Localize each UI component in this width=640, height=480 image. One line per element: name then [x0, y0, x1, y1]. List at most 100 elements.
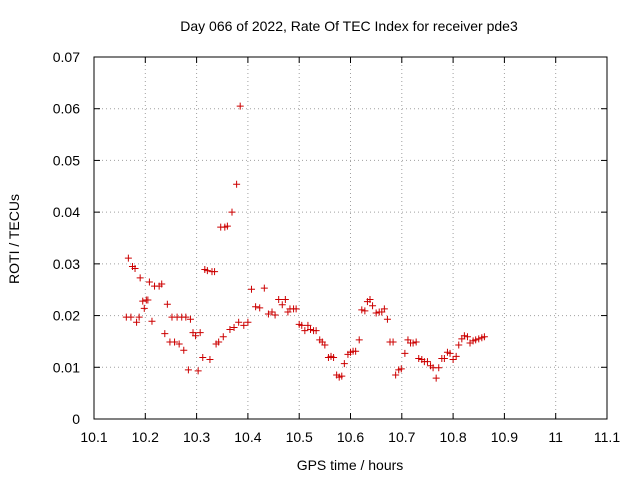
data-points — [122, 102, 488, 382]
data-point — [306, 326, 314, 334]
data-point — [435, 364, 443, 372]
data-point — [252, 303, 260, 311]
data-point — [355, 336, 363, 344]
data-point — [230, 323, 238, 331]
data-point — [228, 208, 236, 216]
data-point — [301, 327, 309, 335]
data-point — [124, 254, 132, 262]
data-point — [260, 284, 268, 292]
data-point — [278, 301, 286, 309]
data-point — [233, 180, 241, 188]
data-point — [196, 329, 204, 337]
data-point — [182, 313, 190, 321]
data-point — [446, 349, 454, 357]
data-point — [383, 315, 391, 323]
x-tick-label: 10.3 — [183, 429, 210, 445]
data-point — [161, 330, 169, 338]
data-point — [186, 315, 194, 323]
data-point — [256, 304, 264, 312]
x-tick-label: 10.9 — [491, 429, 518, 445]
data-point — [199, 353, 207, 361]
data-point — [175, 340, 183, 348]
data-point — [281, 296, 289, 304]
x-tick-label: 10.7 — [388, 429, 415, 445]
data-point — [180, 346, 188, 354]
data-point — [366, 296, 374, 304]
data-point — [145, 278, 153, 286]
y-tick-label: 0.02 — [53, 308, 80, 324]
axis-ticks — [93, 56, 608, 420]
data-point — [226, 326, 234, 334]
data-point — [206, 356, 214, 364]
chart-title: Day 066 of 2022, Rate Of TEC Index for r… — [180, 18, 518, 34]
data-point — [244, 318, 252, 326]
data-point — [292, 305, 300, 313]
data-point — [369, 302, 377, 310]
y-tick-label: 0.06 — [53, 101, 80, 117]
data-point — [449, 356, 457, 364]
data-point — [203, 267, 211, 275]
data-point — [264, 310, 272, 318]
data-point — [361, 307, 369, 315]
data-point — [423, 358, 431, 366]
data-point — [338, 372, 346, 380]
data-point — [455, 341, 463, 349]
y-tick-label: 0.07 — [53, 49, 80, 65]
x-tick-label: 10.8 — [439, 429, 466, 445]
y-tick-label: 0.01 — [53, 359, 80, 375]
data-point — [401, 349, 409, 357]
data-point — [215, 338, 223, 346]
x-tick-label: 10.1 — [80, 429, 107, 445]
data-point — [415, 354, 423, 362]
data-point — [247, 285, 255, 293]
data-point — [358, 306, 366, 314]
data-point — [321, 341, 329, 349]
data-point — [440, 354, 448, 362]
data-point — [397, 365, 405, 373]
x-tick-label: 11.1 — [594, 429, 620, 445]
y-axis-label: ROTI / TECUs — [6, 194, 22, 284]
x-tick-label: 10.6 — [337, 429, 364, 445]
data-point — [275, 296, 283, 304]
data-point — [127, 313, 135, 321]
data-point — [235, 318, 243, 326]
data-point — [330, 353, 338, 361]
data-point — [475, 335, 483, 343]
data-point — [312, 327, 320, 335]
x-tick-label: 10.5 — [286, 429, 313, 445]
data-point — [194, 367, 202, 375]
data-point — [460, 332, 468, 340]
data-point — [135, 313, 143, 321]
x-tick-labels: 10.1 10.2 10.3 10.4 10.5 10.6 10.7 10.8 10.9 11 11… — [80, 429, 620, 445]
data-point — [409, 339, 417, 347]
data-point — [352, 347, 360, 355]
data-point — [472, 336, 480, 344]
data-point — [223, 222, 231, 230]
data-point — [133, 318, 141, 326]
data-point — [271, 311, 279, 319]
data-point — [163, 300, 171, 308]
data-point — [240, 321, 248, 329]
data-point — [148, 317, 156, 325]
data-point — [452, 352, 460, 360]
data-point — [380, 305, 388, 313]
data-point — [480, 333, 488, 341]
x-axis-label: GPS time / hours — [297, 457, 404, 473]
x-tick-label: 10.2 — [132, 429, 159, 445]
data-point — [184, 366, 192, 374]
data-point — [268, 308, 276, 316]
data-point — [412, 338, 420, 346]
data-point — [463, 333, 471, 341]
data-point — [236, 102, 244, 110]
data-point — [140, 304, 148, 312]
data-point — [158, 280, 166, 288]
y-tick-label: 0 — [72, 411, 80, 427]
data-point — [211, 268, 219, 276]
y-tick-labels: 0 0.01 0.02 0.03 0.04 0.05 0.06 0.07 — [53, 49, 80, 427]
data-point — [139, 297, 147, 305]
grid-lines — [94, 57, 607, 419]
x-tick-label: 10.4 — [234, 429, 261, 445]
data-point — [144, 296, 152, 304]
data-point — [219, 333, 227, 341]
